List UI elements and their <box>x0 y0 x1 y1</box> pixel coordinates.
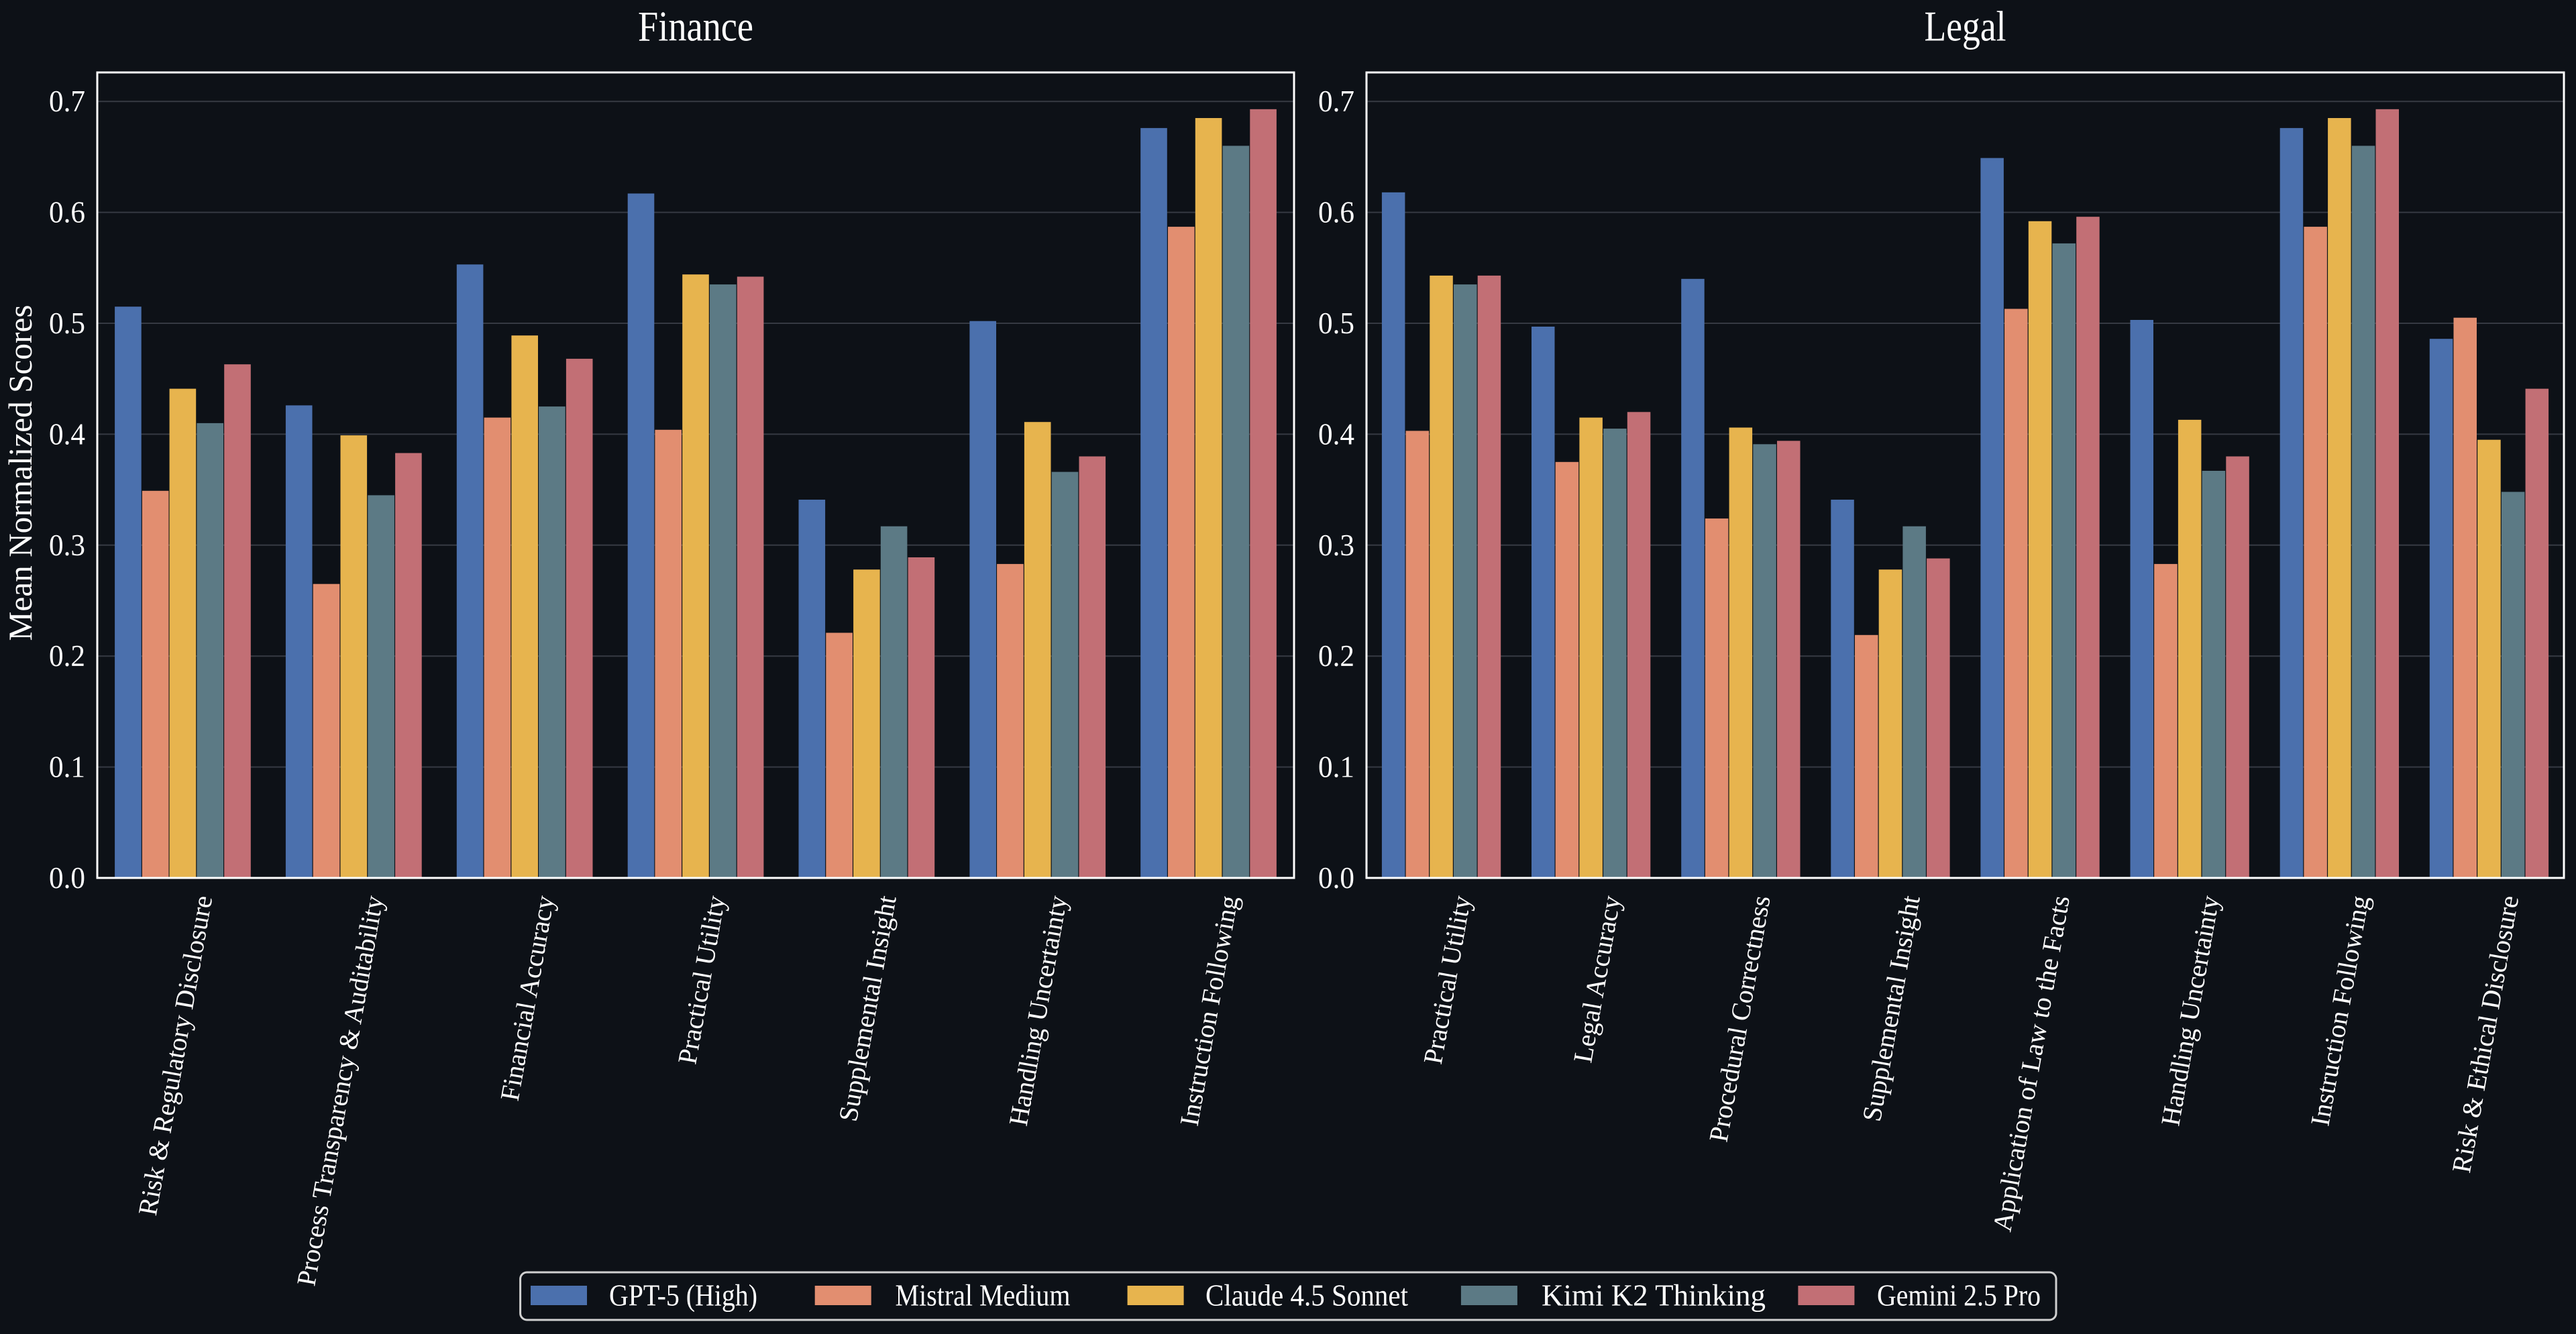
svg-text:Claude 4.5 Sonnet: Claude 4.5 Sonnet <box>1205 1278 1408 1313</box>
svg-text:0.1: 0.1 <box>1318 751 1354 784</box>
svg-text:0.2: 0.2 <box>1318 639 1354 673</box>
svg-text:0.0: 0.0 <box>49 861 85 895</box>
svg-text:0.7: 0.7 <box>49 85 85 118</box>
svg-text:0.3: 0.3 <box>1318 529 1354 562</box>
svg-text:Kimi K2 Thinking: Kimi K2 Thinking <box>1542 1278 1766 1313</box>
svg-text:Mean Normalized Scores: Mean Normalized Scores <box>2 304 39 641</box>
svg-text:0.0: 0.0 <box>1318 861 1354 895</box>
svg-text:GPT-5 (High): GPT-5 (High) <box>609 1278 757 1313</box>
svg-text:0.3: 0.3 <box>49 529 85 562</box>
svg-text:0.4: 0.4 <box>1318 417 1354 451</box>
svg-text:0.6: 0.6 <box>49 196 85 229</box>
svg-text:0.4: 0.4 <box>49 417 85 451</box>
svg-text:Gemini 2.5 Pro: Gemini 2.5 Pro <box>1877 1278 2041 1313</box>
svg-text:0.5: 0.5 <box>1318 307 1354 340</box>
svg-text:0.7: 0.7 <box>1318 85 1354 118</box>
svg-text:0.5: 0.5 <box>49 307 85 340</box>
svg-text:Finance: Finance <box>638 3 753 50</box>
svg-text:Legal: Legal <box>1925 3 2006 50</box>
svg-text:Mistral Medium: Mistral Medium <box>896 1278 1071 1313</box>
svg-text:0.2: 0.2 <box>49 639 85 673</box>
svg-text:0.6: 0.6 <box>1318 196 1354 229</box>
svg-text:0.1: 0.1 <box>49 751 85 784</box>
